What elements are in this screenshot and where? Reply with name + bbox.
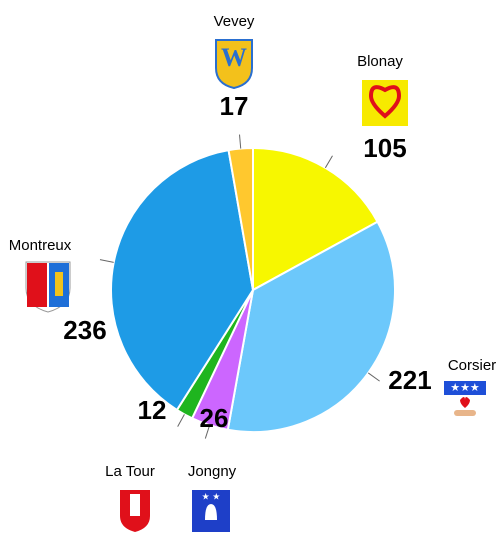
data-label: 236 — [63, 315, 106, 345]
data-label: 105 — [363, 133, 406, 163]
blonay-arms — [362, 80, 408, 126]
coat-of-arms-icons: W ★★★ ★ ★ — [25, 39, 486, 532]
leader-line — [99, 259, 114, 263]
montreux-red — [27, 263, 47, 307]
montreux-tower — [55, 272, 63, 296]
slice-name: Vevey — [214, 13, 255, 30]
leader-line — [324, 155, 333, 169]
corsier-stars: ★★★ — [450, 382, 480, 394]
pie-slice — [226, 220, 396, 433]
data-label: 221 — [388, 365, 431, 395]
jongny-bell — [205, 504, 217, 520]
pie-slice — [110, 148, 255, 412]
corsier-heart — [460, 397, 470, 408]
data-label: 26 — [200, 403, 229, 433]
data-label: 17 — [220, 91, 249, 121]
jongny-stars: ★ ★ — [202, 491, 221, 501]
slice-name: La Tour — [105, 463, 155, 480]
leader-line — [204, 425, 211, 439]
vevey-arms — [215, 39, 253, 90]
slice-name: Montreux — [9, 237, 72, 254]
vevey-w: W — [221, 43, 247, 72]
corsier-arms-top — [444, 381, 486, 395]
corsier-hands — [454, 410, 476, 416]
pie-slice — [227, 146, 254, 291]
blonay-knot — [368, 85, 402, 119]
slice-name: Blonay — [357, 53, 403, 70]
slice-name: Corsier — [448, 357, 496, 374]
leader-line — [367, 372, 380, 382]
la-tour-tower — [130, 494, 140, 516]
slice-name: Jongny — [188, 463, 237, 480]
leader-line — [177, 414, 185, 427]
leader-line — [239, 134, 242, 149]
